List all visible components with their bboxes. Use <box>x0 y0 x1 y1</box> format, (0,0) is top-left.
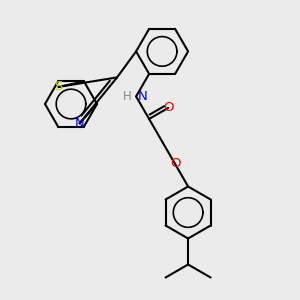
Text: O: O <box>170 158 180 170</box>
Text: N: N <box>75 117 85 130</box>
Text: H: H <box>123 90 132 103</box>
Text: S: S <box>54 80 63 93</box>
Text: N: N <box>138 90 148 103</box>
Text: O: O <box>163 101 173 114</box>
